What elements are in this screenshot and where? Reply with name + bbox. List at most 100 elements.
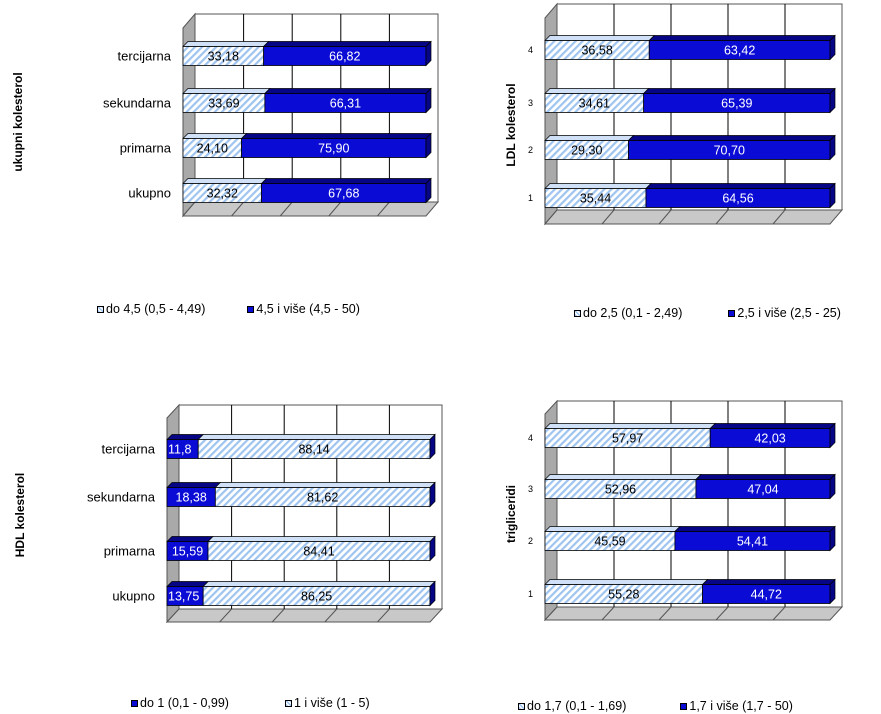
category-label: ukupno [128,186,171,201]
data-label: 11,8 [168,443,191,457]
legend-swatch-hatch [518,702,525,710]
axis-title: trigliceridi [504,485,518,543]
bar-end [425,177,432,204]
floor-gridline [231,201,244,217]
data-label: 47,04 [747,483,778,497]
data-label: 29,30 [571,144,602,158]
bar-top [544,183,652,189]
bar-top [182,41,270,47]
legend-swatch-dark [680,702,688,710]
legend-swatch-dark [247,305,255,313]
floor-gridline [601,606,615,621]
data-label: 18,38 [176,491,207,505]
category-label: primarna [104,544,156,559]
bar-top [202,581,436,587]
bar-top [240,133,432,139]
chart-panel-1 [543,2,844,226]
bar-top [544,474,702,480]
legend-hdl: do 1 (0,1 - 0,99) 1 i više (1 - 5) [131,696,412,710]
data-label: 84,41 [303,545,334,559]
floor-gridline [715,209,729,225]
legend-item: 2,5 i više (2,5 - 25) [728,306,841,320]
data-label: 64,56 [722,192,753,206]
bar-top [701,579,836,585]
legend-item: 1 i više (1 - 5) [284,696,370,710]
data-label: 70,70 [714,144,745,158]
legend-label: do 2,5 (0,1 - 2,49) [583,306,683,320]
legend-swatch-dark [728,309,736,317]
category-label: 2 [528,536,533,546]
axis-title: LDL kolesterol [504,83,518,166]
bar-top [262,41,432,47]
bar-end [829,182,836,209]
bar-top [166,536,214,542]
legend-item: do 2,5 (0,1 - 2,49) [574,306,682,320]
floor-gridline [219,608,232,623]
floor-gridline [271,608,285,623]
legend-label: do 4,5 (0,5 - 4,49) [106,302,206,316]
data-label: 24,10 [197,142,228,156]
bar-top [544,526,681,532]
category-label: 3 [528,98,533,108]
data-label: 54,41 [737,535,768,549]
floor-gridline [601,209,615,225]
bar-top [197,434,436,440]
bar-end [429,580,436,607]
bar-top [182,178,268,184]
data-label: 67,68 [328,187,359,201]
bar-top [544,579,709,585]
data-label: 63,42 [724,44,755,58]
floor-gridline [377,608,390,623]
bar-end [829,525,836,552]
category-label: 3 [528,484,533,494]
floor-gridline [772,606,786,621]
bar-top [645,183,836,189]
legend-swatch-hatch [284,699,292,707]
bar-end [425,87,432,114]
legend-ukupni: do 4,5 (0,5 - 4,49) 4,5 i više (4,5 - 50… [97,302,402,316]
data-label: 33,69 [208,97,239,111]
legend-label: 2,5 i više (2,5 - 25) [737,306,841,320]
bar-end [829,134,836,161]
legend-item: do 1 (0,1 - 0,99) [131,696,229,710]
floor-gridline [377,201,390,217]
data-label: 32,32 [207,187,238,201]
axis-title: ukupni kolesterol [11,72,25,171]
category-label: tercijarna [118,49,172,64]
chart-panel-2 [165,403,444,624]
data-label: 66,31 [330,97,361,111]
bar-top [207,536,436,542]
bar-top [709,423,836,429]
bar-end [429,481,436,508]
data-label: 88,14 [298,443,329,457]
category-label: ukupno [112,589,155,604]
bar-end [829,422,836,449]
legend-item: do 1,7 (0,1 - 1,69) [518,699,626,713]
data-label: 36,58 [581,44,612,58]
chart-panel-0 [181,12,440,218]
data-label: 81,62 [307,491,338,505]
legend-item: 4,5 i više (4,5 - 50) [247,302,360,316]
axis-title: HDL kolesterol [13,473,27,557]
bar-top [214,482,436,488]
floor-gridline [658,606,672,621]
bar-top [264,88,432,94]
category-label: sekundarna [87,490,156,505]
bar-end [829,578,836,605]
data-label: 65,39 [721,97,752,111]
bar-end [425,40,432,67]
floor-gridline [715,606,729,621]
floor-gridline [772,209,786,225]
legend-label: 1 i više (1 - 5) [293,696,370,710]
bar-top [182,88,271,94]
legend-swatch-hatch [574,309,581,317]
bar-end [425,132,432,159]
bar-top [544,88,650,94]
bar-top [166,434,205,440]
data-label: 57,97 [612,432,643,446]
floor-gridline [279,201,293,217]
data-label: 66,82 [329,50,360,64]
legend-label: 4,5 i više (4,5 - 50) [256,302,360,316]
data-label: 52,96 [605,483,636,497]
